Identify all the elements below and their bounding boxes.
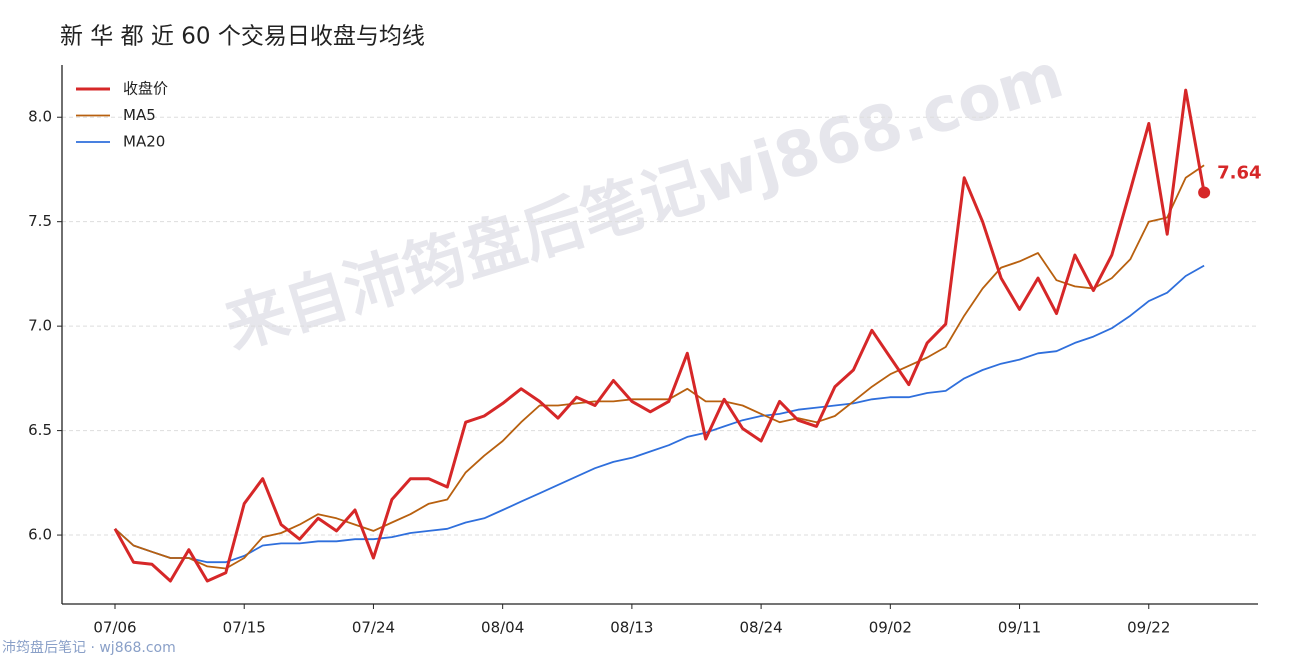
x-tick-label: 07/15: [223, 619, 266, 637]
y-tick-label: 7.0: [28, 317, 52, 335]
series-line: [114, 264, 1205, 564]
legend-label: MA5: [123, 106, 156, 124]
y-tick-label: 7.5: [28, 212, 52, 230]
series-line: [113, 88, 1206, 583]
x-tick-label: 08/13: [610, 619, 653, 637]
x-tick-label: 09/11: [998, 619, 1041, 637]
y-tick-label: 6.5: [28, 421, 52, 439]
x-tick-label: 09/02: [869, 619, 912, 637]
legend-label: 收盘价: [123, 80, 168, 98]
last-point: [1198, 186, 1211, 199]
legend-label: MA20: [123, 133, 165, 151]
x-tick-label: 08/24: [739, 619, 782, 637]
chart-title: 新 华 都 近 60 个交易日收盘与均线: [60, 24, 425, 50]
y-tick-label: 8.0: [28, 108, 52, 126]
x-tick-label: 08/04: [481, 619, 524, 637]
watermark: 来自沛筠盘后笔记wj868.com: [216, 38, 1071, 363]
source: 沛筠盘后笔记 · wj868.com: [2, 639, 176, 656]
y-tick-label: 6.0: [28, 526, 52, 544]
x-tick-label: 09/22: [1127, 619, 1170, 637]
last-value-label: 7.64: [1217, 162, 1261, 183]
x-tick-label: 07/24: [352, 619, 395, 637]
series-line: [114, 164, 1205, 570]
x-tick-label: 07/06: [93, 619, 136, 637]
